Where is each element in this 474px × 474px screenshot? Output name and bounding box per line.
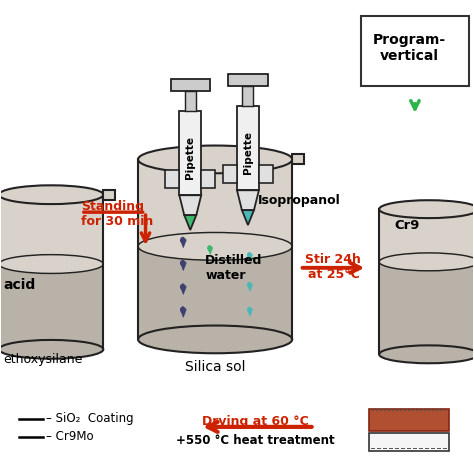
Polygon shape	[259, 165, 273, 183]
Polygon shape	[181, 284, 186, 294]
Polygon shape	[181, 307, 186, 317]
Text: Isopropanol: Isopropanol	[258, 194, 341, 207]
Polygon shape	[179, 195, 201, 215]
Ellipse shape	[0, 340, 103, 359]
Text: Standing
for 30 min: Standing for 30 min	[81, 200, 153, 228]
Ellipse shape	[138, 232, 292, 260]
Polygon shape	[223, 165, 237, 183]
Polygon shape	[247, 252, 253, 262]
Text: acid: acid	[3, 278, 36, 292]
Polygon shape	[242, 210, 254, 225]
Polygon shape	[181, 260, 186, 271]
Polygon shape	[171, 79, 210, 91]
Text: Program-
vertical: Program- vertical	[373, 33, 446, 63]
Polygon shape	[185, 91, 196, 111]
Text: Stir 24h
at 25°C: Stir 24h at 25°C	[306, 253, 361, 281]
Polygon shape	[243, 86, 254, 106]
Polygon shape	[247, 282, 253, 292]
Text: Cr9: Cr9	[394, 219, 419, 232]
Polygon shape	[292, 155, 304, 164]
Ellipse shape	[379, 253, 474, 271]
Text: Drying at 60 °C: Drying at 60 °C	[201, 415, 308, 428]
Polygon shape	[237, 190, 259, 210]
Polygon shape	[369, 409, 449, 431]
Polygon shape	[247, 307, 253, 316]
Text: Distilled
water: Distilled water	[205, 254, 263, 282]
Ellipse shape	[0, 255, 103, 273]
Polygon shape	[237, 106, 259, 190]
Polygon shape	[181, 237, 186, 247]
Ellipse shape	[138, 146, 292, 173]
Polygon shape	[165, 170, 179, 188]
Polygon shape	[179, 111, 201, 195]
Polygon shape	[138, 159, 292, 339]
Text: – Cr9Mo: – Cr9Mo	[46, 430, 94, 443]
Polygon shape	[138, 246, 292, 339]
Polygon shape	[103, 190, 115, 200]
Text: – SiO₂  Coating: – SiO₂ Coating	[46, 412, 134, 426]
Ellipse shape	[379, 200, 474, 218]
Polygon shape	[201, 170, 215, 188]
Text: Pipette: Pipette	[185, 136, 195, 179]
Polygon shape	[184, 215, 196, 230]
Text: ethoxysilane: ethoxysilane	[3, 353, 83, 366]
Ellipse shape	[0, 185, 103, 204]
Polygon shape	[228, 74, 268, 86]
Polygon shape	[0, 195, 103, 349]
Polygon shape	[361, 16, 469, 86]
Polygon shape	[369, 433, 449, 451]
Polygon shape	[0, 264, 103, 349]
Polygon shape	[379, 262, 474, 354]
Text: Pipette: Pipette	[243, 131, 253, 174]
Text: Silica sol: Silica sol	[185, 360, 246, 374]
Text: +550 °C heat treatment: +550 °C heat treatment	[175, 434, 334, 447]
Ellipse shape	[379, 346, 474, 363]
Polygon shape	[208, 246, 213, 255]
Polygon shape	[379, 209, 474, 354]
Ellipse shape	[138, 326, 292, 353]
